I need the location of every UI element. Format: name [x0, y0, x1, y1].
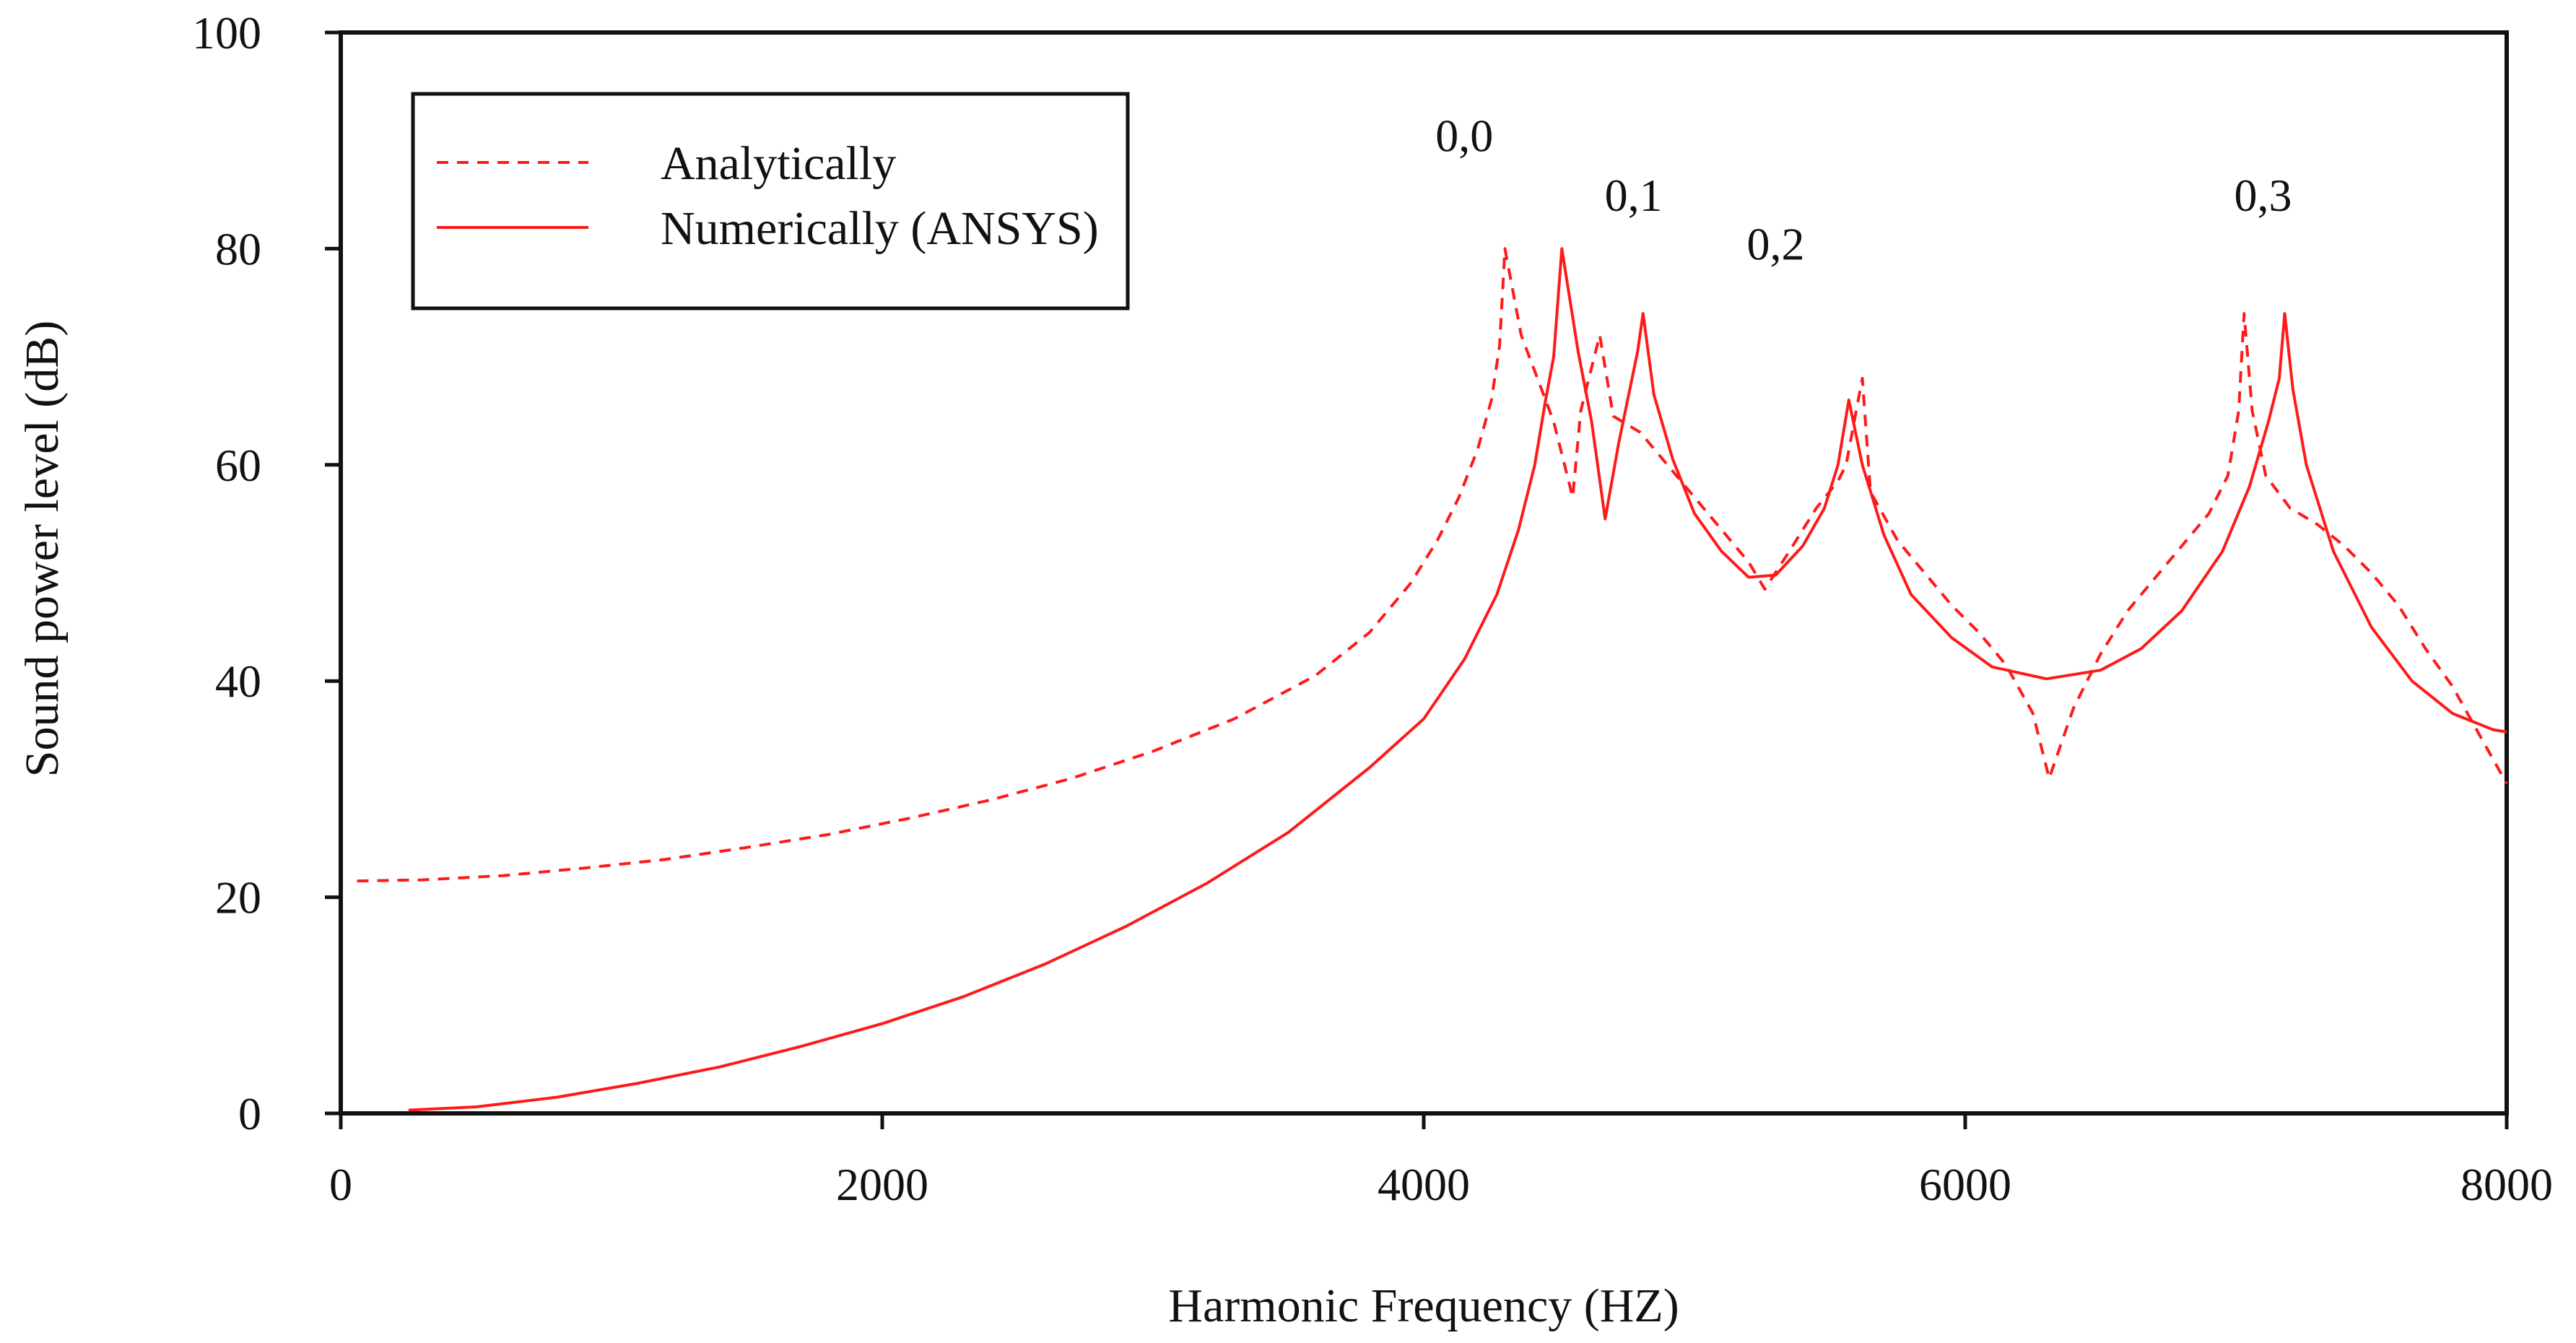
- y-tick-label: 100: [192, 7, 261, 58]
- y-axis-ticks: 0 20 40 60 80 100: [192, 7, 341, 1139]
- legend: Analytically Numerically (ANSYS): [411, 92, 1130, 310]
- x-tick-label: 4000: [1378, 1159, 1470, 1210]
- x-axis-title: Harmonic Frequency (HZ): [1168, 1279, 1679, 1332]
- x-tick-label: 8000: [2460, 1159, 2553, 1210]
- legend-box: [411, 92, 1130, 310]
- x-axis-ticks: 0 2000 4000 6000 8000: [329, 1113, 2553, 1210]
- series-line-analytically: [357, 247, 2508, 883]
- legend-label-numerically: Numerically (ANSYS): [661, 202, 1099, 255]
- legend-label-analytically: Analytically: [661, 137, 896, 190]
- peak-annotations: 0,0 0,1 0,2 0,3: [1435, 110, 2292, 270]
- y-tick-label: 20: [215, 872, 261, 923]
- y-tick-label: 40: [215, 656, 261, 707]
- y-tick-label: 60: [215, 440, 261, 491]
- series-line-numerically: [408, 247, 2507, 1112]
- peak-annotation-label: 0,2: [1747, 218, 1805, 269]
- x-tick-label: 0: [329, 1159, 352, 1210]
- x-tick-label: 6000: [1919, 1159, 2011, 1210]
- peak-annotation-label: 0,3: [2235, 170, 2292, 221]
- series-lines: [357, 247, 2508, 1112]
- y-tick-label: 0: [238, 1088, 261, 1139]
- peak-annotation-label: 0,1: [1605, 170, 1663, 221]
- peak-annotation-label: 0,0: [1435, 110, 1493, 162]
- x-tick-label: 2000: [836, 1159, 928, 1210]
- y-tick-label: 80: [215, 223, 261, 274]
- y-axis-title: Sound power level (dB): [16, 321, 69, 777]
